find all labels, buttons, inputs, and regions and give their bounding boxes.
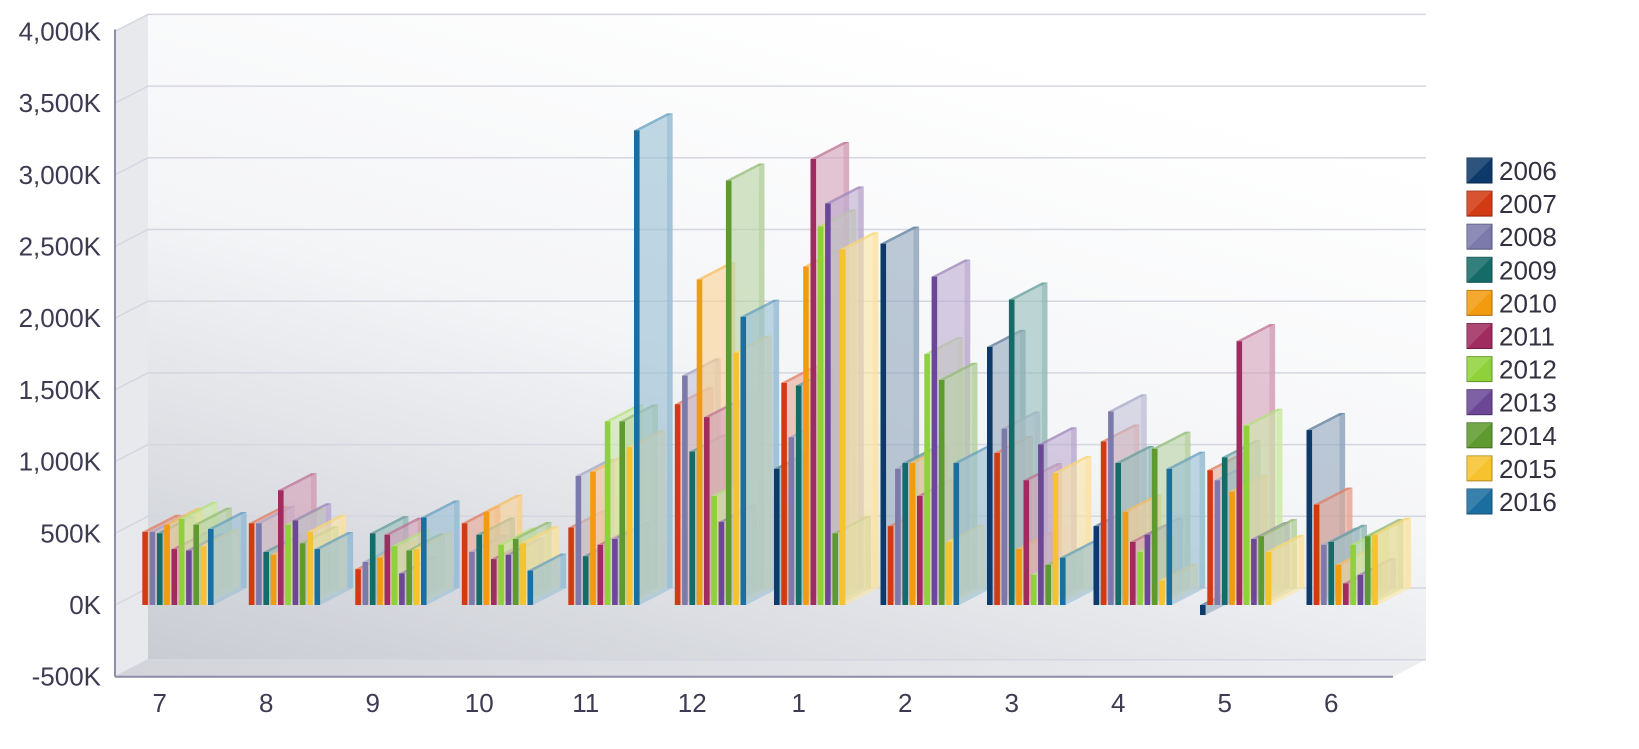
legend-item: 2006 xyxy=(1466,156,1557,186)
legend-item: 2007 xyxy=(1466,189,1557,219)
gridline xyxy=(114,85,1426,104)
x-tick-label: 5 xyxy=(1217,688,1231,718)
bar-group xyxy=(248,473,354,605)
bar-group xyxy=(142,501,247,605)
legend-label: 2009 xyxy=(1499,255,1557,285)
legend-label: 2008 xyxy=(1499,222,1557,252)
legend-label: 2012 xyxy=(1499,355,1557,385)
bar-group xyxy=(1200,324,1305,616)
gridline xyxy=(114,157,1426,176)
x-tick-label: 1 xyxy=(791,688,805,718)
x-tick-label: 4 xyxy=(1111,688,1125,718)
legend-item: 2014 xyxy=(1466,421,1557,451)
bar-group xyxy=(674,163,780,605)
gridline xyxy=(114,228,1426,248)
bar xyxy=(1166,451,1206,605)
bar-group xyxy=(461,494,567,605)
gridline xyxy=(114,658,1426,678)
bar-group xyxy=(355,500,460,605)
legend-item: 2012 xyxy=(1466,355,1557,385)
x-axis: 7 8 9 10 11 12 1 2 3 4 5 6 xyxy=(115,675,1393,718)
y-tick-label: 2,000K xyxy=(19,303,102,333)
y-tick-label: -500K xyxy=(32,662,102,692)
legend-swatch xyxy=(1466,157,1493,184)
legend-swatch xyxy=(1466,190,1493,217)
legend-swatch xyxy=(1466,488,1493,515)
x-tick-label: 11 xyxy=(572,688,599,718)
bar xyxy=(314,532,354,605)
legend-swatch xyxy=(1466,256,1493,283)
y-tick-label: 4,000K xyxy=(19,16,102,46)
x-tick-label: 2 xyxy=(898,688,912,718)
legend-label: 2013 xyxy=(1499,388,1557,418)
bar xyxy=(527,553,567,605)
legend-label: 2006 xyxy=(1499,156,1557,186)
bar xyxy=(740,299,780,605)
bar-group xyxy=(568,113,673,605)
legend-item: 2011 xyxy=(1466,322,1555,352)
legend-label: 2015 xyxy=(1499,454,1557,484)
y-tick-label: 500K xyxy=(40,518,101,548)
gridline xyxy=(114,13,1426,33)
bar xyxy=(208,511,247,605)
bar-group xyxy=(880,226,993,605)
floor xyxy=(115,659,1426,677)
x-tick-label: 9 xyxy=(365,688,379,718)
x-tick-label: 7 xyxy=(152,688,166,718)
legend-item: 2015 xyxy=(1466,454,1557,484)
bar-series-group xyxy=(142,113,1411,616)
legend-label: 2010 xyxy=(1499,288,1557,318)
legend-item: 2008 xyxy=(1466,222,1557,252)
bar xyxy=(839,232,879,606)
legend-item: 2009 xyxy=(1466,255,1557,285)
legend-item: 2013 xyxy=(1466,388,1557,418)
bar-group xyxy=(1093,394,1206,605)
legend-item: 2016 xyxy=(1466,487,1557,517)
side-wall xyxy=(115,14,148,677)
bar xyxy=(421,500,460,605)
gridline xyxy=(114,300,1426,319)
legend-swatch xyxy=(1466,223,1493,250)
y-tick-label: 3,000K xyxy=(19,160,102,190)
x-tick-label: 10 xyxy=(465,688,494,718)
legend-swatch xyxy=(1466,323,1493,349)
y-tick-label: 1,000K xyxy=(19,447,102,477)
legend-swatch xyxy=(1466,289,1493,316)
bar xyxy=(953,446,993,605)
bar xyxy=(1372,517,1411,605)
x-tick-label: 8 xyxy=(259,688,273,718)
legend-label: 2014 xyxy=(1499,421,1557,451)
y-tick-label: 3,500K xyxy=(19,88,102,118)
legend-label: 2007 xyxy=(1499,189,1557,219)
y-tick-label: 1,500K xyxy=(19,375,102,405)
x-tick-label: 12 xyxy=(678,688,707,718)
legend-swatch xyxy=(1466,389,1493,416)
bar-group xyxy=(1306,413,1411,605)
legend-label: 2011 xyxy=(1499,322,1555,352)
legend-swatch xyxy=(1466,356,1493,383)
bar xyxy=(1265,534,1305,605)
x-tick-label: 6 xyxy=(1324,688,1338,718)
legend-item: 2010 xyxy=(1466,288,1557,318)
y-tick-label: 0K xyxy=(69,590,101,620)
legend-swatch xyxy=(1466,455,1493,482)
bar xyxy=(634,113,673,605)
legend-label: 2016 xyxy=(1499,487,1557,517)
x-tick-label: 3 xyxy=(1004,688,1018,718)
y-tick-label: 2,500K xyxy=(19,232,102,262)
legend-swatch xyxy=(1466,422,1493,449)
y-axis: -500K 0K 500K 1,000K 1,500K 2,000K 2,500K 3,000… xyxy=(19,16,116,692)
bar-group xyxy=(987,282,1099,605)
bar-group xyxy=(774,142,879,606)
